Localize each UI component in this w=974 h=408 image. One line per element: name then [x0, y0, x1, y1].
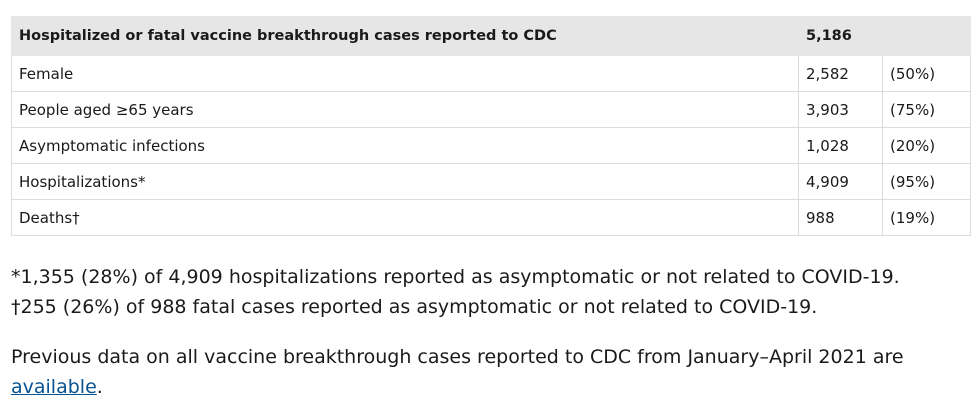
available-link[interactable]: available: [11, 376, 97, 398]
row-percent: (95%): [882, 163, 971, 200]
table-row: Female 2,582 (50%): [11, 55, 971, 92]
table-row: Asymptomatic infections 1,028 (20%): [11, 127, 971, 164]
row-label: Hospitalizations*: [11, 163, 799, 200]
row-value: 4,909: [798, 163, 883, 200]
footnotes: *1,355 (28%) of 4,909 hospitalizations r…: [11, 262, 900, 322]
header-value: 5,186: [798, 16, 883, 56]
breakthrough-cases-table: Hospitalized or fatal vaccine breakthrou…: [11, 16, 971, 236]
table-header-row: Hospitalized or fatal vaccine breakthrou…: [11, 16, 971, 56]
row-value: 1,028: [798, 127, 883, 164]
row-value: 988: [798, 199, 883, 236]
row-label: Deaths†: [11, 199, 799, 236]
table-row: Hospitalizations* 4,909 (95%): [11, 163, 971, 200]
row-label: People aged ≥65 years: [11, 91, 799, 128]
previous-data-link-line: available.: [11, 372, 904, 402]
row-percent: (20%): [882, 127, 971, 164]
previous-data-text: Previous data on all vaccine breakthroug…: [11, 346, 904, 368]
row-percent: (19%): [882, 199, 971, 236]
row-value: 3,903: [798, 91, 883, 128]
table-row: People aged ≥65 years 3,903 (75%): [11, 91, 971, 128]
footnote-hospitalizations: *1,355 (28%) of 4,909 hospitalizations r…: [11, 266, 900, 288]
footnote-deaths: †255 (26%) of 988 fatal cases reported a…: [11, 296, 818, 318]
row-label: Female: [11, 55, 799, 92]
row-percent: (50%): [882, 55, 971, 92]
previous-data-trailing: .: [96, 376, 103, 398]
table-row: Deaths† 988 (19%): [11, 199, 971, 236]
previous-data-note: Previous data on all vaccine breakthroug…: [11, 342, 904, 402]
row-label: Asymptomatic infections: [11, 127, 799, 164]
row-value: 2,582: [798, 55, 883, 92]
header-percent: [882, 16, 971, 56]
header-label: Hospitalized or fatal vaccine breakthrou…: [11, 16, 799, 56]
row-percent: (75%): [882, 91, 971, 128]
